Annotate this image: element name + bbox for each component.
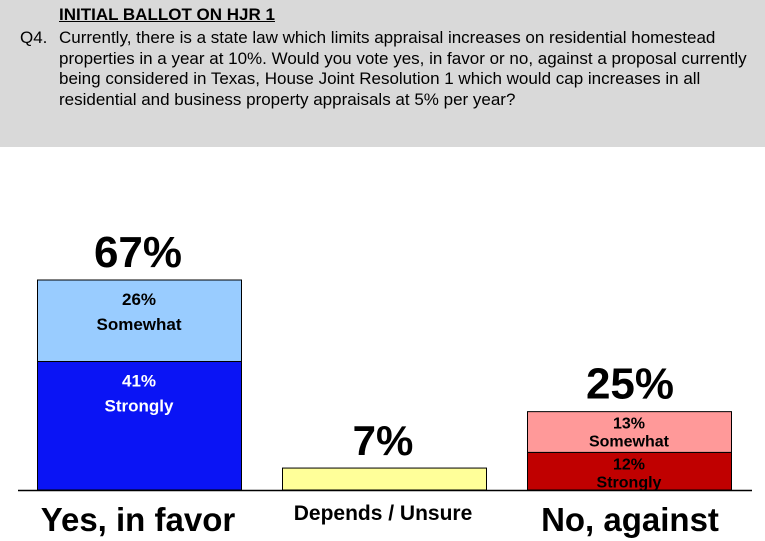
segment-text-label: Somewhat	[589, 434, 670, 451]
segment-value-label: 13%	[613, 416, 645, 433]
question-header: INITIAL BALLOT ON HJR 1 Q4. Currently, t…	[0, 0, 765, 147]
bar-segment	[527, 411, 732, 453]
segment-text-label: Strongly	[105, 396, 174, 415]
segment-value-label: 12%	[613, 456, 645, 473]
total-label: 67%	[94, 228, 182, 277]
bar-segment	[37, 360, 242, 491]
question-text: Currently, there is a state law which li…	[59, 28, 747, 109]
bar-segment	[527, 451, 732, 491]
bar-segment	[282, 467, 487, 491]
segment-text-label: Strongly	[597, 474, 662, 491]
segment-value-label: 41%	[122, 371, 156, 390]
category-label: Yes, in favor	[41, 501, 236, 538]
total-label: 7%	[353, 417, 414, 464]
category-label: Depends / Unsure	[294, 502, 473, 525]
segment-text-label: Somewhat	[96, 315, 181, 334]
question-number: Q4.	[20, 28, 48, 47]
chart-title: INITIAL BALLOT ON HJR 1	[59, 5, 275, 24]
category-label: No, against	[541, 501, 719, 538]
bar-segment	[37, 279, 242, 362]
total-label: 25%	[586, 360, 674, 409]
segment-value-label: 26%	[122, 290, 156, 309]
